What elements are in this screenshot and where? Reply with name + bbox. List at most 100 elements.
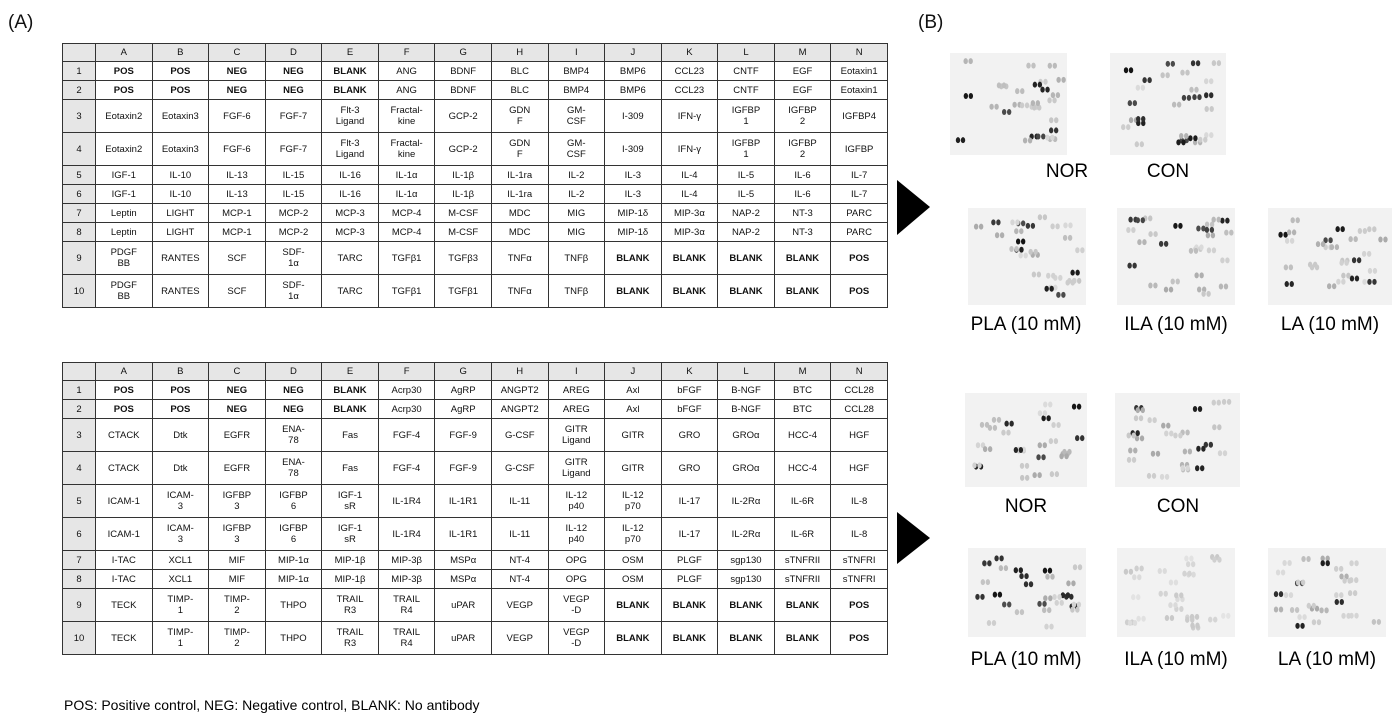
table-cell: sgp130 (717, 569, 775, 589)
row-header: 4 (62, 451, 96, 485)
footnote: POS: Positive control, NEG: Negative con… (64, 697, 480, 713)
table-cell: BLANK (660, 588, 719, 622)
table-cell: Eotaxin3 (151, 99, 210, 133)
table-cell: I-TAC (95, 569, 153, 589)
table-cell: IL-6 (773, 184, 832, 204)
table-row: 5 ICAM-1 ICAM- 3 IGFBP 3 IGFBP 6 IGF-1 sR IL-1… (62, 484, 888, 518)
table-cell: IL-13 (208, 184, 266, 204)
table-cell: MIF (208, 569, 266, 589)
table-row: 3 Eotaxin2 Eotaxin3 FGF-6 FGF-7 Flt-3 Ligand F… (62, 99, 888, 133)
table-cell: BLANK (717, 588, 775, 622)
table-cell: HGF (830, 418, 888, 452)
table-cell: IGFBP 2 (773, 132, 832, 166)
table-cell: THPO (264, 588, 323, 622)
table-cell: MDC (490, 222, 549, 242)
table-cell: MCP-4 (377, 203, 436, 223)
table-cell: MIP-3α (660, 222, 719, 242)
column-header: D (264, 43, 323, 62)
table-cell: GITR Ligand (547, 451, 606, 485)
blot-image (965, 393, 1087, 487)
table-cell: MCP-1 (208, 222, 266, 242)
table-cell: IL-6R (773, 517, 832, 551)
row-header: 6 (62, 517, 96, 551)
blot-label: PLA (10 mM) (970, 314, 1082, 335)
table-cell: Dtk (151, 451, 210, 485)
table-cell: AREG (547, 399, 606, 419)
column-header: D (264, 362, 323, 381)
table-cell: BLANK (660, 274, 719, 308)
table-cell: GITR Ligand (547, 418, 606, 452)
table-cell: ICAM- 3 (151, 484, 210, 518)
table-cell: IGFBP 3 (208, 484, 266, 518)
blot-label: LA (10 mM) (1277, 649, 1377, 670)
table-cell: IL-11 (490, 484, 549, 518)
table-cell: IL-17 (660, 484, 719, 518)
table-cell: TGFβ1 (377, 274, 436, 308)
table-cell: IL-2Rα (717, 484, 775, 518)
table-cell: CCL23 (660, 61, 719, 81)
table-cell: IL-3 (604, 184, 662, 204)
table-cell: TIMP- 2 (208, 621, 266, 655)
table-cell: NT-3 (773, 203, 832, 223)
table-cell: B-NGF (717, 380, 775, 400)
arrow (897, 180, 930, 235)
table-cell: GITR (604, 418, 662, 452)
table-cell: AgRP (434, 399, 492, 419)
table-cell: ICAM-1 (95, 517, 153, 551)
blot-label: ILA (10 mM) (1124, 314, 1228, 335)
table-cell: Fas (321, 418, 379, 452)
table-cell: EGF (773, 80, 832, 100)
table-cell: BLANK (604, 274, 662, 308)
table-cell: IL-10 (151, 184, 210, 204)
table-cell: SCF (208, 241, 266, 275)
table-cell: TRAIL R3 (321, 588, 379, 622)
row-header: 6 (62, 184, 96, 204)
table-cell: I-309 (604, 132, 662, 166)
table-row: 9 PDGF BB RANTES SCF SDF- 1α TARC TGFβ1 TGFβ3 TN… (62, 241, 888, 275)
table-cell: POS (830, 241, 888, 275)
table-cell: MIP-1α (264, 550, 323, 570)
table-row: 3 CTACK Dtk EGFR ENA- 78 Fas FGF-4 FGF-9 G-CSF GI… (62, 418, 888, 452)
blot-image (1117, 208, 1235, 305)
table-row: 4 Eotaxin2 Eotaxin3 FGF-6 FGF-7 Flt-3 Ligand F… (62, 132, 888, 166)
table-cell: MIP-3α (660, 203, 719, 223)
blot-image (950, 53, 1067, 155)
table-row: 4 CTACK Dtk EGFR ENA- 78 Fas FGF-4 FGF-9 G-CSF GI… (62, 451, 888, 485)
table-cell: POS (830, 621, 888, 655)
table-cell: XCL1 (151, 550, 210, 570)
table-cell: MIP-1β (321, 569, 379, 589)
table-cell: RANTES (151, 274, 210, 308)
table-cell: SCF (208, 274, 266, 308)
table-cell: BLANK (321, 61, 379, 81)
table-cell: ENA- 78 (264, 418, 323, 452)
table-cell: FGF-9 (434, 418, 492, 452)
table-cell: TRAIL R3 (321, 621, 379, 655)
table-cell: BDNF (434, 61, 492, 81)
table-cell: Eotaxin3 (151, 132, 210, 166)
table-cell: PDGF BB (95, 241, 153, 275)
table-cell: AgRP (434, 380, 492, 400)
panel-label: (B) (918, 12, 944, 33)
table-cell: VEGP (490, 588, 549, 622)
table-cell: Axl (604, 380, 662, 400)
table-cell: ENA- 78 (264, 451, 323, 485)
table-cell: IL-4 (660, 165, 719, 185)
table-cell: BLANK (660, 241, 719, 275)
table-cell: AREG (547, 380, 606, 400)
table-cell: PARC (830, 222, 888, 242)
blot-label: NOR (1045, 161, 1089, 182)
table-cell: sTNFRI (830, 550, 888, 570)
table-cell: M-CSF (434, 222, 492, 242)
row-header: 2 (62, 80, 96, 100)
column-header: N (830, 43, 888, 62)
table-cell: IGFBP 6 (264, 517, 323, 551)
column-header: C (208, 43, 266, 62)
table-cell: BLANK (773, 274, 832, 308)
table-cell: IL-7 (830, 184, 888, 204)
table-cell: G-CSF (490, 451, 549, 485)
table-cell: IL-4 (660, 184, 719, 204)
row-header: 8 (62, 222, 96, 242)
table-cell: IL-17 (660, 517, 719, 551)
table-cell: bFGF (660, 399, 719, 419)
table-cell: MCP-1 (208, 203, 266, 223)
